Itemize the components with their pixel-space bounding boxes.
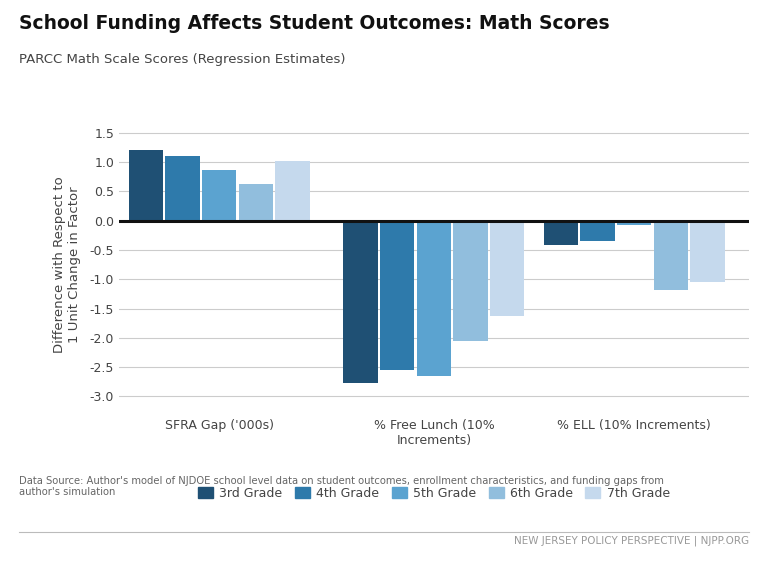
Bar — [417, 221, 451, 376]
Bar — [276, 161, 310, 221]
Bar — [239, 184, 273, 221]
Bar — [544, 221, 578, 245]
Bar — [380, 221, 415, 370]
Bar — [202, 170, 237, 221]
Bar — [453, 221, 488, 341]
Bar — [129, 150, 163, 221]
Bar — [581, 221, 615, 241]
Text: NEW JERSEY POLICY PERSPECTIVE | NJPP.ORG: NEW JERSEY POLICY PERSPECTIVE | NJPP.ORG — [514, 535, 749, 546]
Bar — [165, 157, 200, 221]
Text: PARCC Math Scale Scores (Regression Estimates): PARCC Math Scale Scores (Regression Esti… — [19, 53, 346, 66]
Text: Data Source: Author's model of NJDOE school level data on student outcomes, enro: Data Source: Author's model of NJDOE sch… — [19, 476, 664, 497]
Bar — [490, 221, 525, 316]
Bar — [654, 221, 688, 290]
Bar — [690, 221, 725, 282]
Legend: 3rd Grade, 4th Grade, 5th Grade, 6th Grade, 7th Grade: 3rd Grade, 4th Grade, 5th Grade, 6th Gra… — [193, 482, 675, 504]
Bar — [343, 221, 378, 383]
Y-axis label: Difference with Respect to
1 Unit Change in Factor: Difference with Respect to 1 Unit Change… — [53, 176, 81, 353]
Text: School Funding Affects Student Outcomes: Math Scores: School Funding Affects Student Outcomes:… — [19, 14, 610, 33]
Bar — [617, 221, 651, 225]
